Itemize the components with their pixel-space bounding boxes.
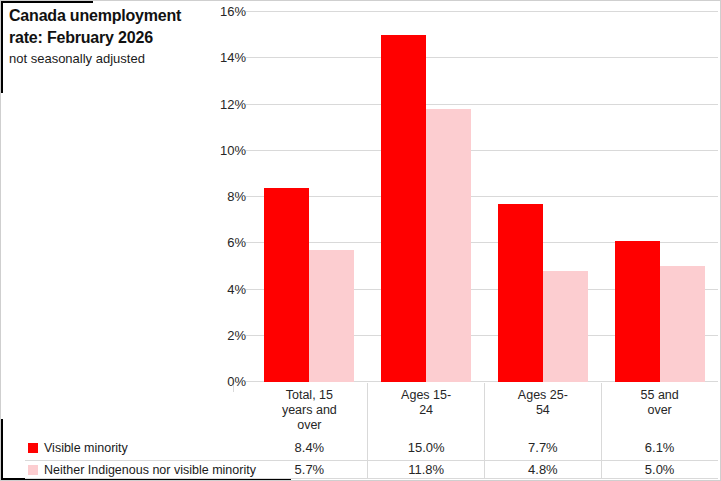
y-axis-tick-label: 16%	[204, 4, 246, 20]
legend-row-visible-minority: Visible minority	[28, 440, 128, 456]
y-axis-tick-label: 12%	[204, 97, 246, 113]
y-axis-tick-label: 0%	[204, 374, 246, 390]
bar-group	[601, 12, 718, 382]
bar-visible-minority	[264, 188, 309, 382]
category-label: Total, 15 years and over	[251, 383, 368, 434]
legend-label: Neither Indigenous nor visible minority	[44, 463, 256, 477]
category-label: Ages 15- 24	[368, 383, 485, 434]
chart-subtitle: not seasonally adjusted	[9, 50, 215, 67]
y-axis-tick-label: 14%	[204, 50, 246, 66]
table-value: 8.4%	[251, 434, 368, 461]
table-value: 6.1%	[601, 434, 718, 461]
table-value: 7.7%	[485, 434, 602, 461]
bar-group	[485, 12, 602, 382]
y-axis-tick-label: 2%	[204, 328, 246, 344]
data-table: Total, 15 years and over Ages 15- 24 Age…	[251, 383, 718, 478]
bar-group	[251, 12, 368, 382]
table-value: 4.8%	[485, 461, 602, 478]
bar-visible-minority	[615, 241, 660, 382]
legend-key	[28, 443, 38, 453]
legend-row-neither-indigenous: Neither Indigenous nor visible minority	[28, 462, 256, 478]
table-value: 5.7%	[251, 461, 368, 478]
bar-neither-indigenous-nor-visib	[543, 271, 588, 382]
bar-neither-indigenous-nor-visib	[660, 266, 705, 382]
category-label-row: Total, 15 years and over Ages 15- 24 Age…	[251, 383, 718, 434]
bar-group	[368, 12, 485, 382]
chart-container: Canada unemployment rate: February 2026 …	[0, 0, 721, 481]
bar-neither-indigenous-nor-visib	[426, 109, 471, 382]
legend-key	[28, 465, 38, 475]
bar-neither-indigenous-nor-visib	[309, 250, 354, 382]
y-axis-tick-label: 10%	[204, 143, 246, 159]
plot-area	[251, 12, 718, 382]
table-value: 15.0%	[368, 434, 485, 461]
frame-edge-left-bottom	[1, 419, 3, 481]
chart-title: Canada unemployment rate: February 2026	[9, 5, 215, 49]
table-value: 5.0%	[601, 461, 718, 478]
frame-edge-top	[1, 1, 93, 3]
table-bottom-line	[25, 478, 718, 479]
category-label: Ages 25- 54	[485, 383, 602, 434]
legend-label: Visible minority	[44, 441, 128, 455]
y-axis-tick-label: 6%	[204, 235, 246, 251]
y-axis-tick-label: 8%	[204, 189, 246, 205]
series-1-value-row: 8.4% 15.0% 7.7% 6.1%	[251, 434, 718, 461]
title-block: Canada unemployment rate: February 2026 …	[9, 5, 215, 67]
y-axis-tick-label: 4%	[204, 282, 246, 298]
series-2-value-row: 5.7% 11.8% 4.8% 5.0%	[251, 461, 718, 478]
category-label: 55 and over	[601, 383, 718, 434]
table-value: 11.8%	[368, 461, 485, 478]
frame-edge-left-top	[1, 1, 3, 93]
bars-layer	[251, 12, 718, 382]
bar-visible-minority	[498, 204, 543, 382]
bar-visible-minority	[381, 35, 426, 382]
